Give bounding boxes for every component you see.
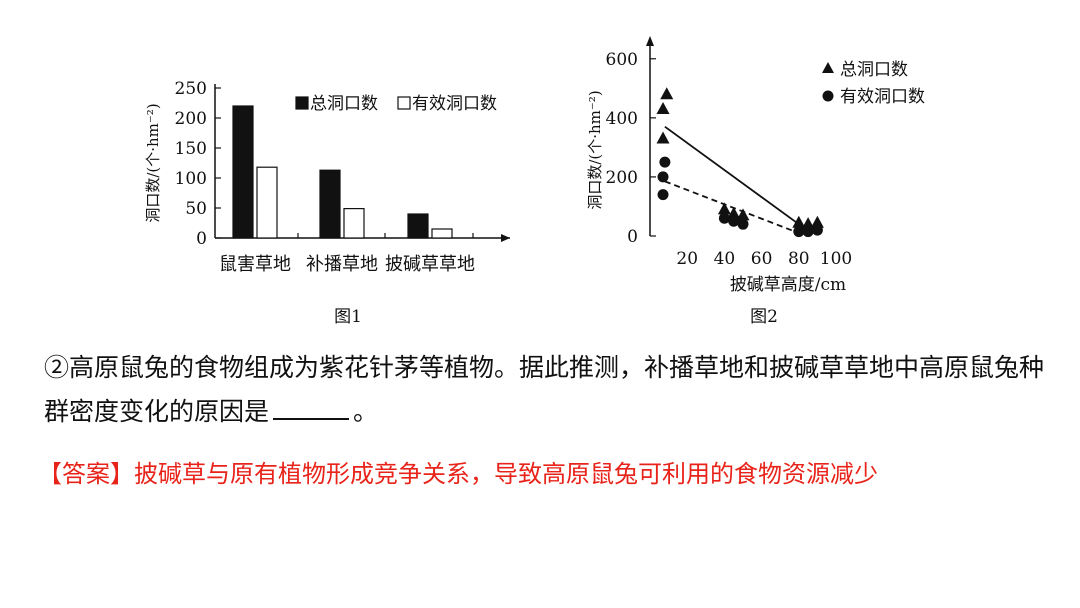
point-effective	[657, 171, 669, 183]
x-tick-label: 补播草地	[306, 254, 378, 275]
x-tick-label: 80	[788, 249, 810, 269]
bar-total	[319, 169, 341, 239]
legend-label: 总洞口数	[310, 94, 378, 114]
x-tick-label: 40	[714, 249, 736, 269]
bar-effective	[343, 208, 365, 239]
question-text: ②高原鼠兔的食物组成为紫花针茅等植物。据此推测，补播草地和披碱草草地中高原鼠兔种…	[44, 346, 1054, 434]
x-tick-label: 60	[751, 249, 773, 269]
y-tick-label: 0	[196, 229, 207, 249]
point-total	[792, 215, 806, 228]
y-tick-label: 50	[185, 199, 207, 219]
point-total	[656, 131, 670, 144]
question-text-after: 。	[353, 397, 379, 426]
y-tick-label: 200	[175, 109, 207, 129]
figure-2-scatter-chart: 0 200 400 600 20 40 60 80 100 洞口数/(个·hm⁻²) 披碱草高度/c…	[586, 36, 925, 327]
point-total	[656, 101, 670, 114]
y-axis-label: 洞口数/(个·hm⁻²)	[586, 90, 604, 209]
point-total	[810, 215, 824, 228]
point-effective	[793, 226, 805, 238]
y-tick-label: 400	[606, 109, 638, 129]
bar-total	[407, 213, 429, 239]
x-tick-label: 100	[820, 249, 852, 269]
point-effective	[728, 215, 740, 227]
y-tick-label: 0	[627, 227, 638, 247]
y-tick-label: 200	[606, 168, 638, 188]
y-axis-arrow	[646, 36, 654, 46]
point-total	[660, 87, 674, 100]
point-total	[801, 217, 815, 230]
point-total	[736, 208, 750, 221]
bar-effective	[256, 166, 278, 239]
y-axis-label: 洞口数/(个·hm⁻²)	[144, 103, 162, 222]
x-axis-arrow	[501, 234, 510, 242]
legend-label: 总洞口数	[840, 60, 908, 80]
question-text-before: ②高原鼠兔的食物组成为紫花针茅等植物。据此推测，补播草地和披碱草草地中高原鼠兔种…	[44, 353, 1045, 426]
point-total	[727, 206, 741, 219]
answer-text: 【答案】披碱草与原有植物形成竞争关系，导致高原鼠兔可利用的食物资源减少	[38, 460, 878, 488]
legend-swatch	[397, 96, 411, 110]
legend-marker-triangle	[822, 62, 834, 73]
x-tick-label: 鼠害草地	[219, 254, 291, 275]
figure-caption: 图1	[334, 307, 362, 327]
legend-swatch	[295, 96, 309, 110]
answer-blank	[273, 390, 350, 420]
x-tick-label: 20	[676, 249, 698, 269]
y-tick-label: 150	[175, 139, 207, 159]
bar-effective	[431, 228, 453, 239]
figure-caption: 图2	[750, 307, 778, 327]
x-axis-label: 披碱草高度/cm	[730, 275, 846, 295]
y-tick-label: 100	[175, 169, 207, 189]
point-effective	[718, 212, 730, 224]
y-tick-label: 600	[606, 50, 638, 70]
trend-line-effective	[664, 180, 800, 234]
trend-line-total	[664, 125, 800, 225]
bar-total	[232, 105, 254, 239]
point-effective	[811, 224, 823, 236]
x-tick-label: 披碱草草地	[385, 254, 475, 275]
point-effective	[659, 156, 671, 168]
point-effective	[802, 226, 814, 238]
legend-label: 有效洞口数	[840, 87, 925, 107]
point-effective	[657, 189, 669, 201]
y-tick-label: 250	[175, 79, 207, 99]
point-effective	[737, 218, 749, 230]
legend-marker-circle	[822, 90, 834, 102]
figure-1-bar-chart: 0 50 100 150 200 250 洞口数/(个·hm⁻²) 鼠害草地 补播草地 披碱草草地…	[144, 79, 510, 327]
legend-label: 有效洞口数	[412, 94, 497, 114]
point-total	[717, 202, 731, 215]
